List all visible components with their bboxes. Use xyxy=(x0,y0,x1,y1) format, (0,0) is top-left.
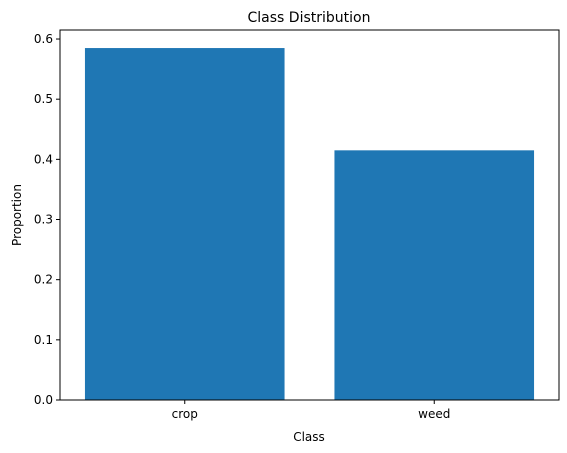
chart-title: Class Distribution xyxy=(248,10,371,26)
y-tick-label: 0.3 xyxy=(34,213,53,227)
x-axis-ticks: crop weed xyxy=(172,400,450,421)
y-tick-label: 0.1 xyxy=(34,333,53,347)
bar-crop xyxy=(84,48,285,401)
bar-weed xyxy=(334,150,535,400)
y-tick-label: 0.6 xyxy=(34,32,53,46)
y-tick-label: 0.5 xyxy=(34,92,53,106)
y-tick-label: 0.0 xyxy=(34,393,53,407)
y-axis-ticks: 0.0 0.1 0.2 0.3 0.4 0.5 0.6 xyxy=(34,32,60,407)
y-tick-label: 0.2 xyxy=(34,273,53,287)
x-axis-title: Class xyxy=(293,430,325,444)
x-tick-label: crop xyxy=(172,407,198,421)
bars-group xyxy=(84,48,535,401)
y-axis-title: Proportion xyxy=(10,184,24,246)
plot-frame xyxy=(59,29,560,401)
x-tick-label: weed xyxy=(418,407,450,421)
y-tick-label: 0.4 xyxy=(34,152,53,166)
